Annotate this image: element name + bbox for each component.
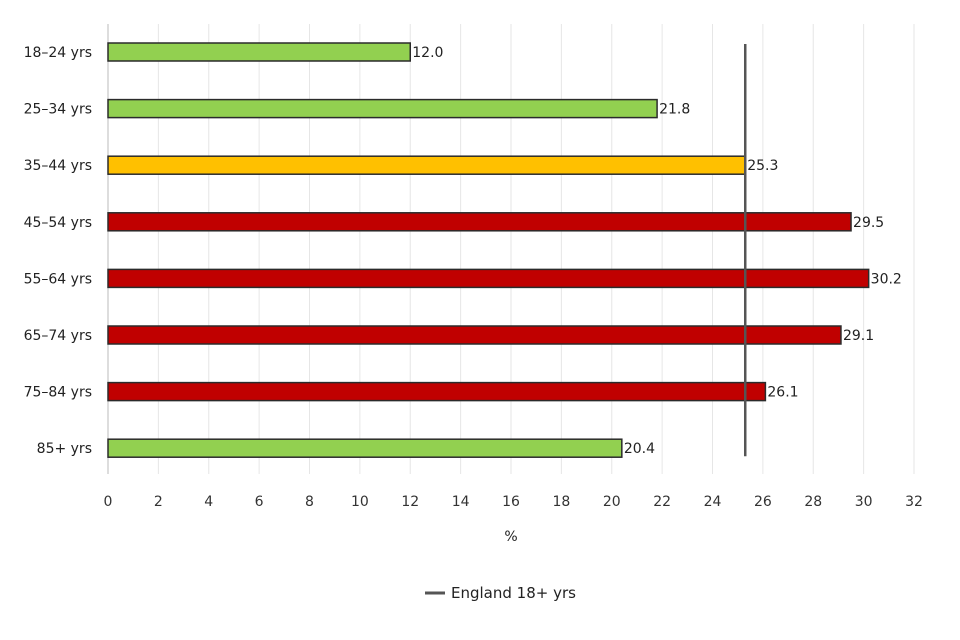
bar [107,325,842,345]
bar [107,155,746,175]
bars [107,42,870,458]
x-tick-label: 14 [452,494,470,510]
data-label: 20.4 [624,441,655,457]
category-label: 25–34 yrs [24,102,92,118]
x-tick-label: 0 [104,494,113,510]
x-tick-label: 30 [855,494,873,510]
x-tick-label: 26 [754,494,772,510]
x-tick-label: 24 [704,494,722,510]
value-labels: 12.0 21.8 25.3 29.5 30.2 29.1 26.1 20.4 [412,45,902,457]
x-tick-label: 10 [351,494,369,510]
x-tick-label: 6 [255,494,264,510]
category-label: 55–64 yrs [24,271,92,287]
category-label: 85+ yrs [37,441,92,457]
bar [107,98,658,119]
x-tick-label: 32 [905,494,923,510]
x-tick-label: 28 [804,494,822,510]
category-label: 65–74 yrs [24,328,92,344]
category-label: 35–44 yrs [24,158,92,174]
bar [107,438,623,458]
x-tick-label: 12 [401,494,419,510]
category-label: 18–24 yrs [24,45,92,61]
category-labels: 18–24 yrs 25–34 yrs 35–44 yrs 45–54 yrs 55–6… [24,45,92,457]
data-label: 30.2 [871,271,902,287]
gridlines [107,24,915,474]
x-tick-label: 18 [552,494,570,510]
bar [107,268,870,289]
data-label: 25.3 [747,158,778,174]
data-label: 21.8 [659,102,690,118]
bar [107,381,767,402]
legend: England 18+ yrs [425,584,576,602]
x-tick-label: 22 [653,494,671,510]
category-label: 45–54 yrs [24,215,92,231]
data-label: 29.1 [843,328,874,344]
bar [107,42,411,62]
bar [107,212,852,232]
x-tick-label: 16 [502,494,520,510]
x-tick-label: 2 [154,494,163,510]
x-tick-label: 8 [305,494,314,510]
x-tick-label: 20 [603,494,621,510]
data-label: 12.0 [412,45,443,61]
legend-label: England 18+ yrs [451,584,576,602]
x-tick-labels: 0 2 4 6 8 10 12 14 16 18 20 22 24 26 28 30 32 [104,494,923,510]
category-label: 75–84 yrs [24,385,92,401]
x-tick-label: 4 [204,494,213,510]
data-label: 29.5 [853,215,884,231]
data-label: 26.1 [767,385,798,401]
x-axis-title: % [504,529,517,545]
